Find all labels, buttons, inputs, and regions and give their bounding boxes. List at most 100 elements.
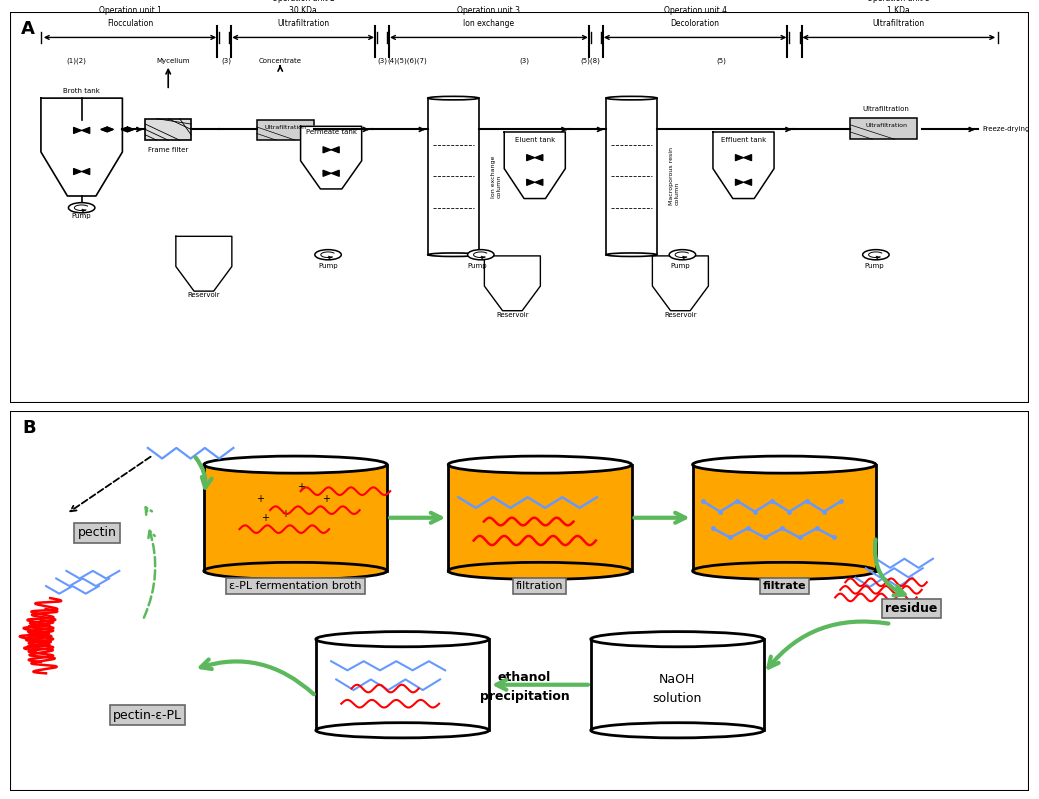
Ellipse shape xyxy=(591,722,764,738)
Bar xyxy=(428,98,479,255)
Circle shape xyxy=(315,249,341,260)
Text: (3): (3) xyxy=(377,58,388,65)
Bar xyxy=(257,121,314,140)
Text: Ultrafiltration: Ultrafiltration xyxy=(862,105,909,112)
Text: pectin-ε-PL: pectin-ε-PL xyxy=(113,709,183,721)
Ellipse shape xyxy=(316,631,489,647)
Polygon shape xyxy=(41,98,123,196)
Text: (1)(2): (1)(2) xyxy=(66,58,86,65)
Polygon shape xyxy=(535,179,543,185)
Text: filtrate: filtrate xyxy=(763,581,806,591)
Polygon shape xyxy=(331,170,340,177)
Text: (4)(5)(6)(7): (4)(5)(6)(7) xyxy=(388,58,427,65)
Text: Operation unit 1: Operation unit 1 xyxy=(99,6,161,15)
Text: Ion exchange
column: Ion exchange column xyxy=(491,155,502,197)
Bar xyxy=(316,639,489,730)
Text: Ultrafiltration: Ultrafiltration xyxy=(264,125,307,130)
Text: Pump: Pump xyxy=(670,264,690,269)
Text: Reservoir: Reservoir xyxy=(187,292,220,298)
Polygon shape xyxy=(82,127,89,133)
Text: Pump: Pump xyxy=(72,213,91,219)
Text: Operation unit 2: Operation unit 2 xyxy=(271,0,335,2)
Text: 1 KDa: 1 KDa xyxy=(887,6,910,15)
Circle shape xyxy=(669,249,696,260)
Text: (5)(8): (5)(8) xyxy=(581,58,601,65)
Ellipse shape xyxy=(428,253,479,256)
Text: Pump: Pump xyxy=(467,264,486,269)
Text: Mycelium: Mycelium xyxy=(157,58,190,64)
Text: Ion exchange: Ion exchange xyxy=(463,18,514,28)
Ellipse shape xyxy=(316,722,489,738)
Ellipse shape xyxy=(204,562,388,579)
Text: Pump: Pump xyxy=(864,264,883,269)
Text: A: A xyxy=(21,20,34,38)
Text: Flocculation: Flocculation xyxy=(107,18,153,28)
Polygon shape xyxy=(122,127,134,132)
Text: precipitation: precipitation xyxy=(480,690,569,702)
Text: Eluent tank: Eluent tank xyxy=(514,137,555,143)
Text: Macroporous resin
column: Macroporous resin column xyxy=(669,148,680,205)
Polygon shape xyxy=(736,179,744,185)
Polygon shape xyxy=(323,170,331,177)
Ellipse shape xyxy=(428,97,479,100)
Text: Reservoir: Reservoir xyxy=(664,312,697,318)
Text: Broth tank: Broth tank xyxy=(63,88,100,94)
Bar xyxy=(204,464,388,570)
Text: B: B xyxy=(23,419,36,437)
Text: Operation unit 3: Operation unit 3 xyxy=(457,6,521,15)
Polygon shape xyxy=(527,154,535,161)
Polygon shape xyxy=(484,256,540,311)
Text: Operation unit 4: Operation unit 4 xyxy=(664,6,726,15)
Polygon shape xyxy=(101,127,113,132)
Text: +: + xyxy=(296,483,304,492)
Text: Pump: Pump xyxy=(318,264,338,269)
Text: +: + xyxy=(261,513,269,523)
Text: Reservoir: Reservoir xyxy=(496,312,529,318)
Polygon shape xyxy=(300,126,362,189)
Ellipse shape xyxy=(606,253,657,256)
Text: (5): (5) xyxy=(716,58,726,65)
Polygon shape xyxy=(504,132,565,198)
Polygon shape xyxy=(74,127,82,133)
Polygon shape xyxy=(736,154,744,161)
Text: residue: residue xyxy=(885,602,938,615)
Ellipse shape xyxy=(448,562,632,579)
Text: Frame filter: Frame filter xyxy=(149,147,188,153)
Polygon shape xyxy=(323,147,331,153)
Ellipse shape xyxy=(204,456,388,473)
Text: Ultrafiltration: Ultrafiltration xyxy=(277,18,329,28)
Polygon shape xyxy=(744,154,751,161)
Text: Ultrafiltration: Ultrafiltration xyxy=(873,18,925,28)
Bar xyxy=(448,464,632,570)
Circle shape xyxy=(468,249,495,260)
Ellipse shape xyxy=(693,456,876,473)
Ellipse shape xyxy=(606,97,657,100)
Polygon shape xyxy=(74,169,82,175)
Bar xyxy=(851,117,916,139)
Text: ethanol: ethanol xyxy=(498,670,552,684)
Text: filtration: filtration xyxy=(516,581,563,591)
Text: (3): (3) xyxy=(520,58,530,65)
Bar xyxy=(591,639,764,730)
Text: pectin: pectin xyxy=(78,527,116,539)
Polygon shape xyxy=(527,179,535,185)
Circle shape xyxy=(69,203,95,213)
Bar xyxy=(606,98,657,255)
Polygon shape xyxy=(176,237,232,291)
Polygon shape xyxy=(744,179,751,185)
Polygon shape xyxy=(713,132,774,198)
Polygon shape xyxy=(82,169,89,175)
Polygon shape xyxy=(652,256,709,311)
Text: +: + xyxy=(282,509,289,519)
Text: +: + xyxy=(322,494,330,504)
Ellipse shape xyxy=(591,631,764,647)
Ellipse shape xyxy=(448,456,632,473)
Text: Concentrate: Concentrate xyxy=(259,58,301,64)
Bar xyxy=(693,464,876,570)
Text: ε-PL fermentation broth: ε-PL fermentation broth xyxy=(230,581,362,591)
Text: Permeate tank: Permeate tank xyxy=(305,129,356,135)
Text: Effluent tank: Effluent tank xyxy=(721,137,766,143)
Text: (3): (3) xyxy=(221,58,232,65)
Text: Operation unit 5: Operation unit 5 xyxy=(868,0,930,2)
Circle shape xyxy=(862,249,889,260)
